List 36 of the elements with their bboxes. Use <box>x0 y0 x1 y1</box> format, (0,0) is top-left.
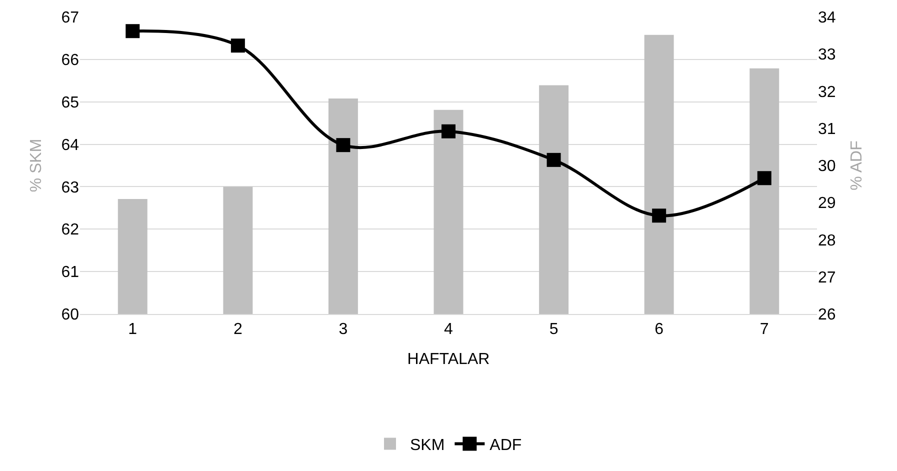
y-tick-label: 63 <box>61 179 80 196</box>
point <box>652 208 666 223</box>
y-tick-label: 62 <box>61 222 80 239</box>
point <box>230 38 245 53</box>
y2-tick-label: 27 <box>818 269 836 286</box>
point <box>336 138 350 152</box>
x-tick-label: 4 <box>444 321 454 338</box>
legend-label: ADF <box>490 437 522 454</box>
y2-tick-label: 26 <box>818 306 836 324</box>
x-tick-label: 5 <box>549 321 558 338</box>
y-tick-label: 60 <box>61 306 80 324</box>
x-tick-label: 7 <box>760 321 769 338</box>
y-tick-label: 67 <box>61 10 80 27</box>
y-tick-label: 65 <box>61 94 80 112</box>
legend-label: SKM <box>410 437 445 454</box>
y2-axis-title: % ADF <box>848 140 866 190</box>
y2-tick-label: 28 <box>818 232 836 250</box>
y-axis-title: % SKM <box>28 138 46 192</box>
point <box>442 124 456 138</box>
y2-tick-label: 30 <box>818 158 836 176</box>
x-tick-label: 2 <box>233 321 242 338</box>
y2-tick-label: 34 <box>818 10 836 27</box>
x-tick-label: 3 <box>338 321 348 338</box>
x-axis-title: HAFTALAR <box>407 350 490 368</box>
y-tick-label: 64 <box>61 136 80 154</box>
y-tick-label: 66 <box>61 52 80 70</box>
y-tick-label: 61 <box>61 264 80 282</box>
y2-tick-label: 31 <box>818 120 836 138</box>
x-tick-label: 6 <box>654 321 664 338</box>
point <box>546 152 561 167</box>
x-tick-label: 1 <box>128 321 138 338</box>
y2-tick-label: 29 <box>818 195 836 212</box>
point <box>126 24 140 38</box>
y2-tick-label: 32 <box>818 84 836 101</box>
point <box>757 171 772 186</box>
y2-tick-label: 33 <box>818 46 836 64</box>
